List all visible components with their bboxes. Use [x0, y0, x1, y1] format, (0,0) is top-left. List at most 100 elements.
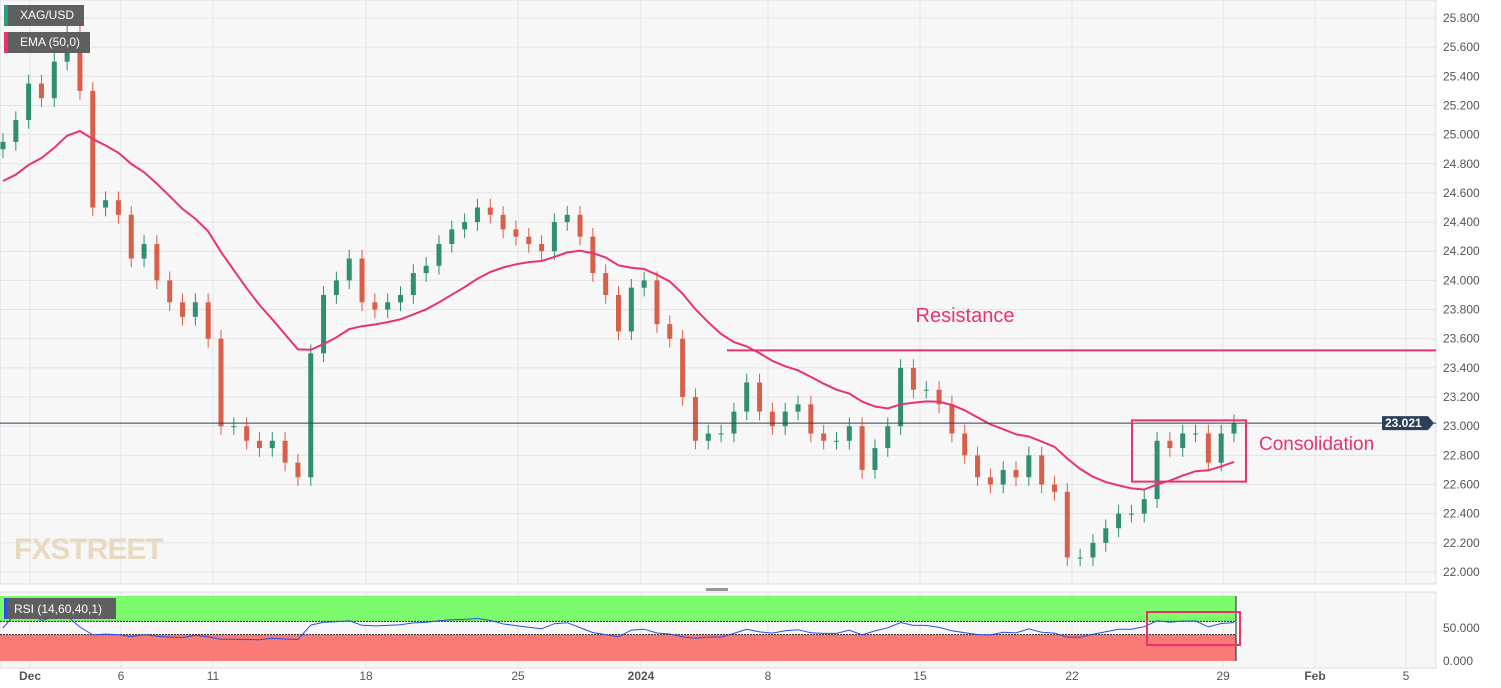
y-tick-label: 23.200	[1443, 390, 1480, 404]
candle	[436, 235, 442, 275]
candle-body	[1103, 528, 1109, 543]
candle	[90, 82, 96, 217]
candle	[833, 432, 839, 450]
panel-resize-handle[interactable]	[706, 588, 728, 591]
candle	[539, 235, 545, 260]
candle	[782, 402, 788, 435]
candle	[744, 373, 750, 421]
candle-body	[423, 265, 429, 274]
candle	[385, 293, 391, 319]
candle	[474, 198, 480, 231]
candle	[757, 373, 763, 421]
candle-body	[1077, 557, 1083, 559]
candle-body	[38, 83, 44, 99]
candle	[910, 359, 916, 399]
candle	[449, 220, 455, 253]
candle	[26, 74, 32, 129]
ema-line	[2, 129, 1235, 491]
candle	[0, 133, 6, 158]
candle-body	[577, 214, 583, 237]
candle-body	[885, 426, 891, 449]
candle	[1026, 446, 1032, 486]
candle-body	[821, 433, 827, 441]
candle-body	[398, 294, 404, 303]
candle	[769, 402, 775, 435]
candle	[1103, 519, 1109, 552]
candle-body	[474, 207, 480, 223]
candle-body	[372, 302, 378, 310]
candle	[923, 381, 929, 399]
legend-symbol[interactable]: XAG/USD	[4, 5, 85, 26]
candle	[641, 271, 647, 297]
candle-body	[1090, 542, 1096, 558]
x-tick-label: 18	[359, 669, 373, 683]
candle	[718, 424, 724, 443]
candle	[936, 381, 942, 414]
candle-body	[1141, 499, 1147, 514]
y-tick-label: 25.600	[1443, 40, 1480, 54]
candle-body	[808, 404, 814, 434]
candle-body	[513, 229, 519, 237]
candle	[359, 249, 365, 312]
candle-body	[962, 433, 968, 456]
candle-body	[295, 462, 301, 478]
candle-body	[833, 440, 839, 442]
candle-body	[987, 477, 993, 485]
candle-body	[282, 440, 288, 463]
candle	[1205, 424, 1211, 472]
candle-body	[77, 32, 83, 91]
candle	[500, 206, 506, 239]
y-tick-label: 25.400	[1443, 69, 1480, 83]
candle	[962, 424, 968, 465]
candle	[872, 439, 878, 479]
candle	[141, 235, 147, 268]
candle-body	[718, 433, 724, 435]
candle	[423, 257, 429, 282]
legend-rsi[interactable]: RSI (14,60,40,1)	[4, 598, 116, 619]
candle-body	[128, 214, 134, 259]
candle-body	[1064, 491, 1070, 558]
candle-body	[1128, 513, 1134, 515]
candle-body	[859, 426, 865, 470]
candle-body	[1000, 469, 1006, 485]
candle-body	[1218, 433, 1224, 463]
candle	[13, 111, 19, 151]
y-tick-label: 23.800	[1443, 303, 1480, 317]
candle-body	[872, 448, 878, 470]
candle	[1000, 461, 1006, 494]
legend-ema[interactable]: EMA (50,0)	[4, 32, 91, 53]
candle	[333, 271, 339, 304]
candle	[115, 191, 121, 224]
last-price-label: 23.021	[1385, 416, 1422, 430]
candle-body	[1013, 469, 1019, 478]
y-tick-label: 23.600	[1443, 332, 1480, 346]
candle-body	[192, 302, 198, 317]
fxstreet-watermark: FXSTREET	[14, 533, 164, 566]
candle-body	[308, 353, 314, 478]
candle	[949, 395, 955, 443]
rsi-line	[2, 612, 1235, 641]
candle-body	[13, 120, 19, 142]
candle-body	[244, 426, 250, 441]
candle	[795, 395, 801, 421]
candle-body	[1154, 440, 1160, 500]
candle-body	[782, 411, 788, 427]
candle-body	[667, 324, 673, 339]
candle	[898, 359, 904, 435]
candle	[295, 453, 301, 486]
candle-body	[269, 440, 275, 449]
candle-body	[616, 294, 621, 332]
candle-body	[218, 338, 224, 427]
candle	[1077, 548, 1083, 567]
candle-body	[680, 338, 686, 398]
last-price-tag	[1382, 416, 1434, 431]
candle-body	[205, 302, 211, 339]
candle	[1193, 424, 1199, 443]
candle-body	[154, 243, 160, 281]
candle-body	[975, 455, 981, 478]
candle-body	[564, 214, 570, 223]
resistance-annotation: Resistance	[916, 305, 1015, 327]
candle	[692, 388, 698, 450]
candle-body	[180, 302, 186, 317]
